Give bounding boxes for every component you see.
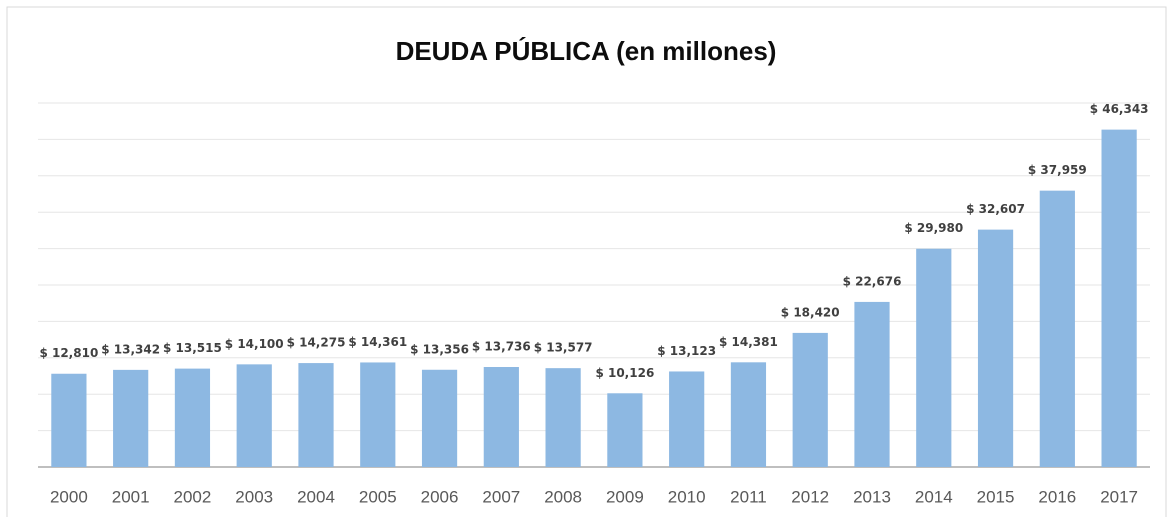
bar bbox=[916, 248, 952, 467]
bar bbox=[174, 368, 211, 467]
value-label: $ 14,275 bbox=[287, 336, 346, 350]
bar bbox=[236, 364, 272, 467]
x-tick-label: 2000 bbox=[50, 487, 88, 506]
bar bbox=[977, 229, 1014, 467]
x-tick-label: 2016 bbox=[1038, 487, 1076, 506]
value-label: $ 18,420 bbox=[781, 305, 840, 319]
value-label: $ 13,577 bbox=[534, 341, 593, 355]
value-label: $ 32,607 bbox=[966, 202, 1025, 216]
x-tick-label: 2014 bbox=[915, 487, 953, 506]
x-tick-label: 2003 bbox=[235, 487, 273, 506]
value-label: $ 13,123 bbox=[657, 344, 716, 358]
bar bbox=[792, 332, 828, 467]
bar bbox=[421, 369, 458, 467]
x-tick-label: 2015 bbox=[977, 487, 1015, 506]
x-tick-label: 2005 bbox=[359, 487, 397, 506]
x-tick-label: 2012 bbox=[791, 487, 829, 506]
x-tick-label: 2013 bbox=[853, 487, 891, 506]
x-tick-label: 2011 bbox=[730, 487, 767, 506]
value-label: $ 13,342 bbox=[101, 342, 160, 356]
x-tick-label: 2004 bbox=[297, 487, 335, 506]
x-tick-label: 2008 bbox=[544, 487, 582, 506]
x-tick-label: 2010 bbox=[668, 487, 706, 506]
value-label: $ 13,736 bbox=[472, 340, 531, 354]
value-label: $ 10,126 bbox=[595, 366, 654, 380]
bar bbox=[607, 393, 643, 467]
bar bbox=[483, 367, 519, 467]
value-label: $ 29,980 bbox=[904, 221, 963, 235]
value-label: $ 13,515 bbox=[163, 341, 222, 355]
bar bbox=[854, 301, 890, 467]
bar bbox=[113, 369, 149, 467]
value-label: $ 46,343 bbox=[1090, 102, 1149, 116]
bar bbox=[51, 373, 87, 467]
value-label: $ 12,810 bbox=[39, 346, 98, 360]
x-tick-label: 2007 bbox=[482, 487, 520, 506]
bar bbox=[1101, 129, 1137, 467]
x-tick-label: 2006 bbox=[421, 487, 459, 506]
value-label: $ 14,381 bbox=[719, 335, 778, 349]
bar bbox=[298, 363, 334, 467]
value-label: $ 14,361 bbox=[348, 335, 407, 349]
x-tick-label: 2017 bbox=[1100, 487, 1138, 506]
chart-title: DEUDA PÚBLICA (en millones) bbox=[396, 36, 777, 66]
bar bbox=[669, 371, 705, 467]
bar bbox=[545, 368, 581, 467]
value-label: $ 13,356 bbox=[410, 342, 469, 356]
bar bbox=[1039, 190, 1075, 467]
x-tick-label: 2002 bbox=[174, 487, 212, 506]
value-label: $ 37,959 bbox=[1028, 163, 1087, 177]
bar bbox=[360, 362, 396, 467]
x-tick-label: 2009 bbox=[606, 487, 644, 506]
bar bbox=[730, 362, 767, 467]
value-label: $ 22,676 bbox=[843, 274, 902, 288]
x-tick-label: 2001 bbox=[112, 487, 150, 506]
value-label: $ 14,100 bbox=[225, 337, 284, 351]
